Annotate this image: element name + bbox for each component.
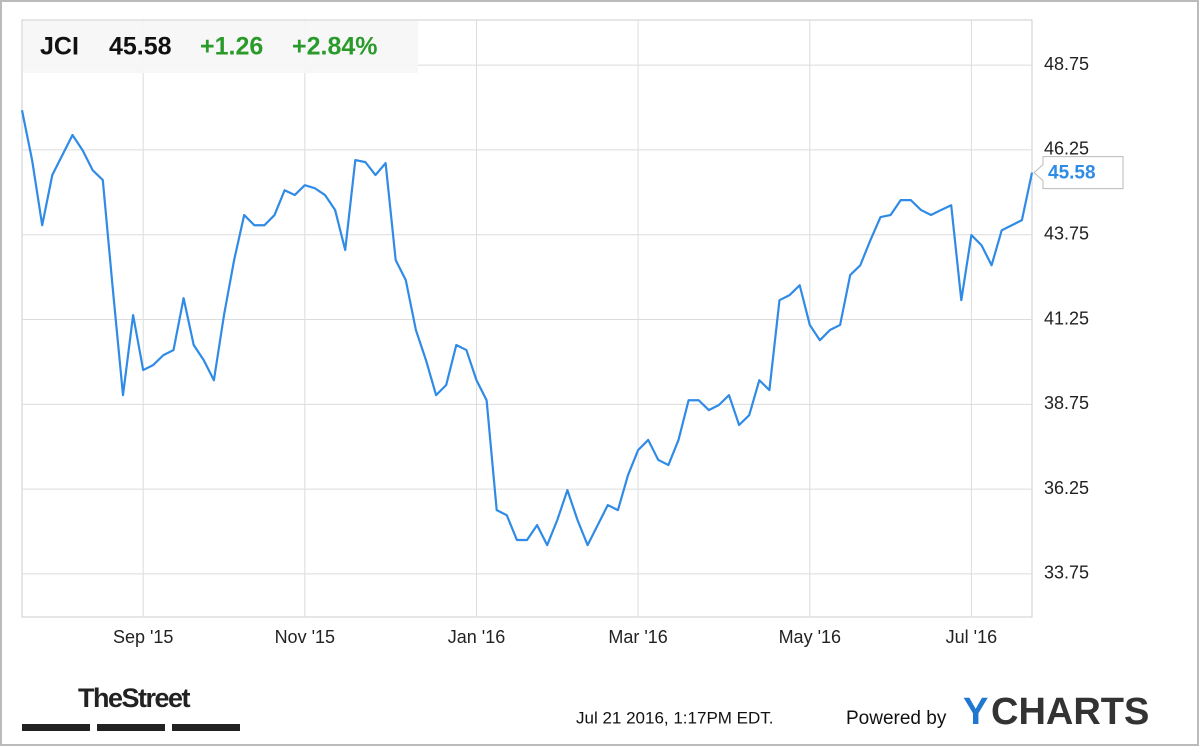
x-tick-label: Mar '16 xyxy=(608,627,667,647)
x-tick-label: May '16 xyxy=(779,627,841,647)
brand-logo: TheStreet xyxy=(78,683,191,713)
plot-area xyxy=(21,19,1033,618)
price-line xyxy=(20,110,1034,547)
y-tick-label: 41.25 xyxy=(1044,308,1089,328)
y-tick-label: 43.75 xyxy=(1044,223,1089,243)
brand-bar xyxy=(22,724,90,731)
x-tick-label: Nov '15 xyxy=(275,627,335,647)
x-tick-label: Jul '16 xyxy=(946,627,997,647)
price: 45.58 xyxy=(109,33,172,61)
y-tick-label: 38.75 xyxy=(1044,393,1089,413)
change: +1.26 xyxy=(200,33,263,61)
last-value-label: 45.58 xyxy=(1048,163,1096,184)
brand-bar xyxy=(172,724,240,731)
logo-rest: CHARTS xyxy=(991,691,1149,733)
brand-bar xyxy=(97,724,165,731)
y-tick-label: 48.75 xyxy=(1044,54,1089,74)
y-tick-label: 46.25 xyxy=(1044,139,1089,159)
last-value-callout xyxy=(1033,156,1124,190)
ticker: JCI xyxy=(40,33,79,61)
x-tick-label: Jan '16 xyxy=(448,627,505,647)
x-tick-label: Sep '15 xyxy=(113,627,174,647)
timestamp: Jul 21 2016, 1:17PM EDT. xyxy=(576,708,774,727)
y-tick-label: 36.25 xyxy=(1044,478,1089,498)
change-pct: +2.84% xyxy=(292,33,378,61)
logo-y: Y xyxy=(963,691,988,733)
y-tick-label: 33.75 xyxy=(1044,563,1089,583)
powered-by: Powered by xyxy=(846,708,947,729)
header-box xyxy=(23,21,418,73)
